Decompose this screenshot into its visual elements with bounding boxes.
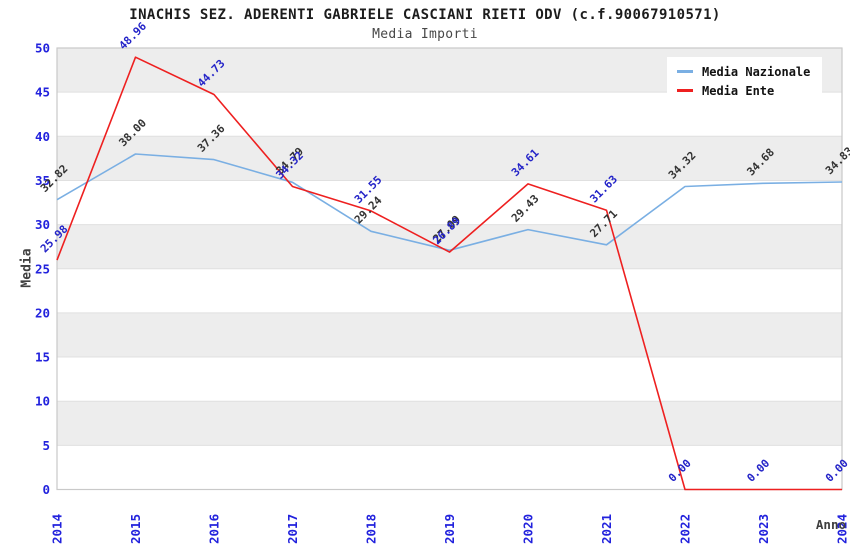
legend-label: Media Nazionale: [702, 64, 811, 79]
svg-text:2021: 2021: [599, 514, 614, 544]
y-axis-title: Media: [19, 248, 35, 288]
svg-text:2015: 2015: [128, 514, 143, 544]
svg-text:48.96: 48.96: [116, 19, 149, 52]
svg-text:2023: 2023: [756, 514, 771, 544]
svg-text:2017: 2017: [285, 514, 300, 544]
svg-text:25: 25: [35, 261, 50, 276]
x-axis-title: Anno: [815, 517, 846, 532]
svg-text:5: 5: [42, 438, 50, 453]
svg-text:50: 50: [35, 41, 50, 56]
legend-item-media-ente: Media Ente: [677, 81, 810, 100]
legend-label: Media Ente: [702, 83, 775, 98]
legend-item-media-nazionale: Media Nazionale: [677, 62, 810, 81]
svg-text:2016: 2016: [207, 514, 222, 544]
svg-text:30: 30: [35, 217, 50, 232]
svg-text:2019: 2019: [442, 514, 457, 544]
chart-title: INACHIS SEZ. ADERENTI GABRIELE CASCIANI …: [129, 7, 721, 23]
svg-text:0: 0: [42, 482, 50, 497]
svg-text:15: 15: [35, 350, 50, 365]
svg-text:45: 45: [35, 85, 50, 100]
svg-text:35: 35: [35, 173, 50, 188]
svg-text:2022: 2022: [678, 514, 693, 544]
legend-swatch-media-ente: [677, 89, 693, 92]
svg-text:2020: 2020: [521, 514, 536, 544]
svg-text:2024: 2024: [835, 514, 850, 544]
svg-text:2018: 2018: [364, 514, 379, 544]
chart-subtitle: Media Importi: [372, 27, 478, 42]
svg-text:2014: 2014: [50, 514, 65, 544]
svg-text:40: 40: [35, 129, 50, 144]
svg-text:20: 20: [35, 305, 50, 320]
legend: Media Nazionale Media Ente: [667, 57, 823, 106]
svg-text:10: 10: [35, 394, 50, 409]
legend-swatch-media-nazionale: [677, 70, 693, 73]
